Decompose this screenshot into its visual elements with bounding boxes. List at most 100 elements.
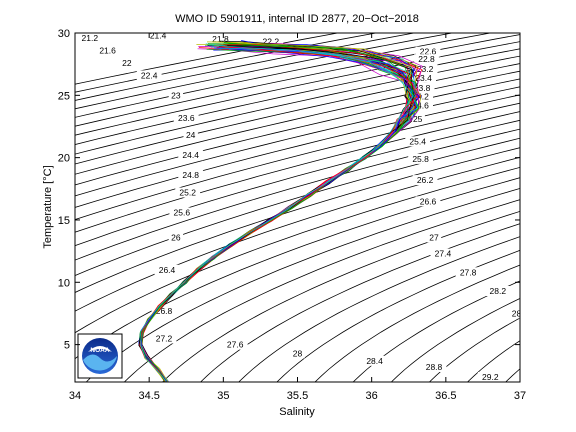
density-contour-31	[390, 298, 520, 382]
contour-label-2: 21.6	[99, 45, 116, 55]
contour-label-bg-10	[412, 64, 438, 75]
contour-label-bg-1	[145, 33, 171, 41]
contour-label-35: 28.2	[490, 286, 507, 296]
contour-label-bg-30	[151, 333, 177, 344]
density-contour-labels: 21.2 21.4 21.6 21.8 22 22.2 22.4 22.622.8 23 23.2…	[77, 31, 520, 382]
contour-label-bg-24	[168, 232, 184, 243]
x-tick-label-0: 34	[69, 390, 81, 402]
density-contour-10	[75, 70, 520, 175]
noaa-logo: NOAA	[77, 333, 123, 379]
y-axis-label: Temperature [°C]	[42, 165, 54, 248]
contour-label-bg-5	[258, 36, 284, 47]
contour-label-16: 24.4	[182, 150, 199, 160]
contour-label-bg-14	[183, 130, 198, 141]
contour-label-bg-18	[178, 170, 204, 181]
noaa-logo-text: NOAA	[90, 347, 109, 354]
contour-label-27: 26.6	[420, 196, 437, 206]
ts-profile-57	[140, 42, 420, 382]
y-tick-label-2: 15	[58, 215, 70, 227]
contour-label-30: 27.2	[156, 333, 173, 343]
x-tick-label-3: 35.5	[287, 390, 308, 402]
ts-profile-56	[141, 47, 420, 382]
density-contour-25	[161, 210, 520, 382]
y-tick-label-0: 5	[64, 340, 70, 352]
contour-label-bg-7	[415, 46, 441, 57]
density-contour-6	[75, 41, 520, 136]
density-contour-29	[314, 264, 520, 382]
contour-label-bg-34	[290, 348, 305, 359]
contour-label-bg-35	[485, 286, 511, 296]
contour-label-bg-3	[208, 34, 233, 45]
contour-label-19: 25	[413, 114, 423, 124]
contour-label-bg-12	[173, 112, 199, 123]
x-tick-label-4: 36	[366, 390, 378, 402]
contour-label-4: 22	[122, 58, 132, 68]
contour-label-34: 28	[293, 348, 303, 358]
contour-label-40: 29.2	[482, 372, 499, 382]
contour-label-bg-29	[426, 232, 442, 243]
density-contour-0	[75, 33, 340, 85]
density-contour-2	[75, 33, 417, 101]
contour-label-bg-8	[414, 54, 439, 65]
contour-label-11: 23.4	[415, 73, 432, 83]
contour-label-21: 25.4	[409, 136, 426, 146]
contour-label-7: 22.6	[420, 47, 437, 57]
contour-label-bg-17	[408, 100, 433, 111]
x-tick-label-6: 37	[514, 390, 526, 402]
contour-label-12: 23.6	[178, 113, 195, 123]
contour-label-bg-9	[168, 90, 184, 101]
contour-label-29: 27	[429, 232, 439, 242]
contour-label-bg-33	[455, 267, 481, 278]
density-contour-4	[75, 33, 493, 118]
contour-label-bg-21	[405, 136, 431, 147]
contour-label-13: 23.8	[414, 83, 431, 93]
contour-label-28: 26.8	[156, 306, 173, 316]
contour-label-bg-27	[415, 196, 441, 207]
density-contour-26	[200, 223, 520, 382]
contour-label-22: 25.6	[174, 208, 191, 218]
contour-label-23: 25.8	[412, 154, 429, 164]
contour-label-6: 22.4	[141, 70, 158, 80]
contour-label-bg-25	[412, 175, 438, 186]
density-contour-21	[75, 166, 520, 334]
contour-label-bg-0	[77, 33, 103, 43]
contour-label-bg-2	[95, 45, 120, 56]
contour-label-9: 23	[171, 90, 181, 100]
contour-label-24: 26	[171, 232, 181, 242]
x-axis-label: Salinity	[279, 406, 315, 418]
contour-label-10: 23.2	[417, 64, 434, 74]
density-contour-32	[428, 317, 520, 382]
contour-label-18: 24.8	[182, 170, 199, 180]
x-tick-label-1: 34.5	[138, 390, 159, 402]
x-tick-label-5: 36.5	[435, 390, 456, 402]
contour-label-31: 27.4	[435, 249, 452, 259]
y-tick-label-3: 20	[58, 153, 70, 165]
density-contour-3	[75, 33, 455, 110]
contour-label-bg-37	[507, 308, 520, 319]
y-tick-label-4: 25	[58, 90, 70, 102]
contour-label-bg-19	[410, 114, 425, 124]
ts-profiles	[138, 40, 423, 382]
contour-label-bg-11	[411, 72, 436, 83]
density-contour-20	[75, 156, 520, 312]
noaa-logo-wave	[83, 354, 117, 371]
density-contour-5	[75, 34, 520, 127]
contour-label-bg-32	[222, 339, 248, 350]
density-contour-30	[352, 280, 520, 382]
density-contour-28	[276, 249, 520, 382]
contour-label-25: 26.2	[417, 175, 434, 185]
density-contour-27	[238, 236, 520, 382]
density-contour-15	[75, 111, 520, 233]
contour-label-bg-16	[178, 150, 204, 161]
contour-label-14: 24	[186, 130, 196, 140]
contour-label-38: 28.8	[426, 362, 443, 372]
contour-label-bg-40	[477, 372, 503, 382]
contour-label-32: 27.6	[227, 340, 244, 350]
contour-label-3: 21.8	[212, 34, 229, 44]
x-tick-label-2: 35	[217, 390, 229, 402]
contour-label-8: 22.8	[418, 54, 435, 64]
contour-label-5: 22.2	[263, 37, 280, 47]
contour-label-1: 21.4	[150, 31, 167, 41]
contour-label-26: 26.4	[159, 265, 176, 275]
